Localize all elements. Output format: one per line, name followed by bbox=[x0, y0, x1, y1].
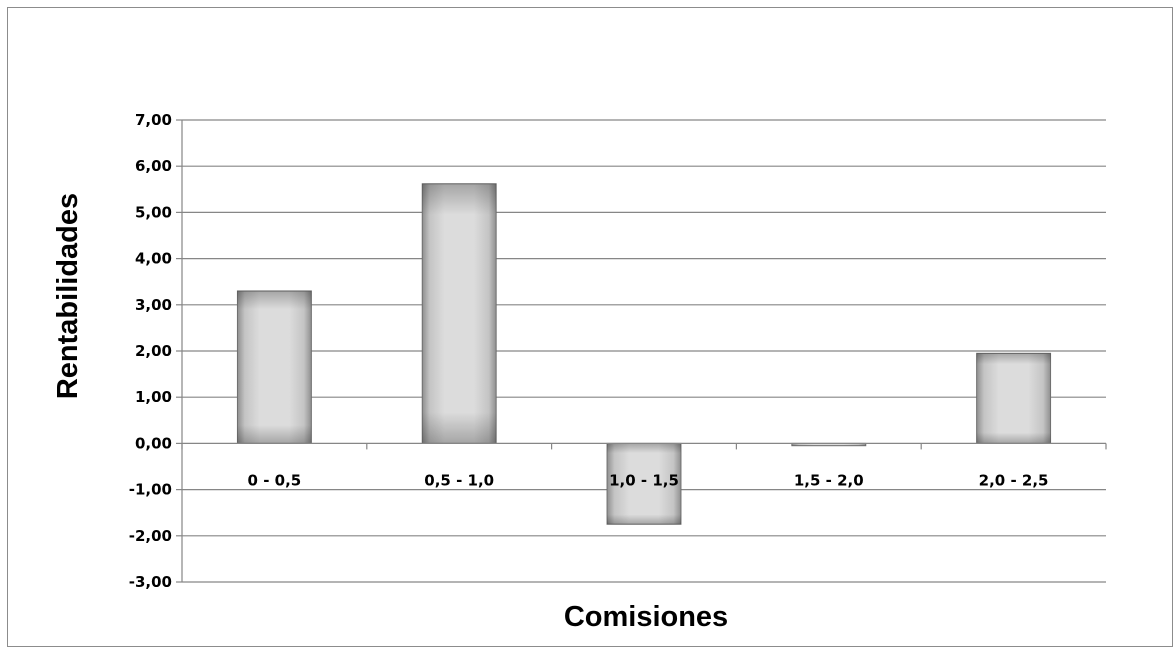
y-tick-label: 0,00 bbox=[135, 434, 172, 452]
y-tick-label: 5,00 bbox=[135, 203, 172, 221]
bar-shade-0 bbox=[237, 290, 312, 444]
bar-chart: 7,00 6,00 5,00 4,00 3,00 2,00 1,00 0,00 -1,00 -2,… bbox=[52, 111, 1107, 633]
bar-shade-3 bbox=[791, 443, 866, 446]
y-tick-label: 1,00 bbox=[135, 388, 172, 406]
y-tick-label: 4,00 bbox=[135, 250, 172, 268]
y-tick-label: 7,00 bbox=[135, 111, 172, 129]
y-tick-label: 6,00 bbox=[135, 157, 172, 175]
x-tick-labels: 0 - 0,5 0,5 - 1,0 1,0 - 1,5 1,5 - 2,0 2,0 - … bbox=[248, 471, 1049, 489]
y-tick-label: -1,00 bbox=[129, 481, 172, 499]
bar-shade-1 bbox=[422, 183, 497, 444]
y-tick-label: 2,00 bbox=[135, 342, 172, 360]
x-tick-label: 0,5 - 1,0 bbox=[424, 471, 494, 489]
y-tick-labels: 7,00 6,00 5,00 4,00 3,00 2,00 1,00 0,00 -1,00 -2,… bbox=[129, 111, 172, 591]
axes bbox=[181, 120, 1107, 582]
bar-shade-2 bbox=[607, 443, 681, 525]
x-tick-label: 2,0 - 2,5 bbox=[979, 471, 1049, 489]
y-tick-label: -3,00 bbox=[129, 573, 172, 591]
y-axis-title: Rentabilidades bbox=[52, 193, 84, 399]
bar-shade-4 bbox=[976, 353, 1051, 444]
y-tick-label: 3,00 bbox=[135, 296, 172, 314]
y-tick-label: -2,00 bbox=[129, 527, 172, 545]
gridlines bbox=[176, 119, 1106, 583]
chart-frame bbox=[7, 7, 1173, 647]
bars bbox=[236, 183, 1052, 525]
x-tick-label: 1,0 - 1,5 bbox=[609, 471, 679, 489]
x-axis-title: Comisiones bbox=[564, 601, 728, 633]
x-tick-label: 0 - 0,5 bbox=[248, 471, 302, 489]
x-tick-label: 1,5 - 2,0 bbox=[794, 471, 864, 489]
